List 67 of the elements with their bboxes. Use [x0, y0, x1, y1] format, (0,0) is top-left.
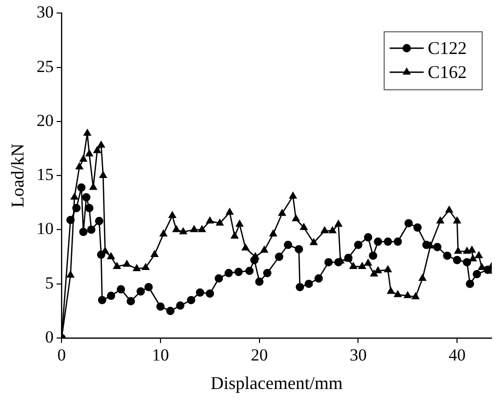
- point: [206, 289, 214, 298]
- point: [304, 280, 313, 288]
- point: [354, 240, 362, 250]
- point: [404, 219, 413, 228]
- y-tick-label: 25: [36, 56, 54, 76]
- point: [466, 280, 474, 288]
- point: [368, 252, 378, 260]
- point: [98, 296, 106, 304]
- point: [263, 268, 272, 278]
- legend-label: C122: [428, 38, 467, 58]
- point: [364, 233, 372, 242]
- y-tick-label: 5: [45, 273, 54, 292]
- point: [87, 226, 96, 234]
- point: [374, 237, 382, 246]
- point: [85, 204, 94, 212]
- point: [136, 287, 145, 296]
- point: [196, 288, 204, 297]
- point: [452, 256, 462, 264]
- legend-label: C162: [428, 62, 467, 82]
- y-tick-label: 0: [45, 327, 54, 346]
- point: [250, 256, 259, 264]
- point: [462, 258, 472, 266]
- point: [443, 252, 452, 260]
- point: [433, 242, 442, 252]
- point: [156, 302, 165, 311]
- y-tick-label: 10: [36, 219, 54, 238]
- point: [72, 204, 81, 212]
- point: [186, 296, 196, 304]
- point: [77, 183, 86, 192]
- y-tick-label: 20: [36, 110, 54, 130]
- point: [79, 228, 88, 236]
- point: [284, 240, 292, 250]
- point: [97, 250, 106, 259]
- x-tick-label: 10: [152, 346, 169, 365]
- point: [106, 292, 116, 300]
- point: [166, 306, 175, 316]
- x-axis-title: Displacement/mm: [210, 372, 343, 393]
- point: [95, 216, 104, 226]
- point: [294, 245, 304, 254]
- point: [224, 268, 233, 278]
- point: [126, 297, 135, 306]
- point: [214, 274, 223, 283]
- y-axis-title: Load/kN: [8, 144, 28, 208]
- x-tick-label: 0: [57, 346, 66, 365]
- point: [324, 258, 333, 266]
- point: [384, 237, 392, 246]
- y-tick-label: 30: [36, 2, 54, 22]
- point: [176, 301, 184, 310]
- point: [116, 285, 126, 294]
- point: [314, 274, 323, 283]
- point: [296, 282, 304, 292]
- point: [255, 278, 264, 286]
- x-tick-label: 20: [250, 346, 268, 365]
- point: [394, 237, 402, 246]
- point: [413, 223, 422, 232]
- point: [245, 266, 254, 276]
- point: [472, 270, 482, 278]
- point: [234, 268, 243, 276]
- point: [144, 282, 153, 292]
- x-tick-label: 30: [350, 346, 367, 365]
- x-tick-label: 40: [448, 346, 466, 365]
- point: [422, 240, 431, 250]
- point: [334, 258, 343, 266]
- point: [66, 216, 75, 224]
- point: [82, 193, 90, 202]
- point: [274, 252, 284, 261]
- y-tick-label: 15: [36, 165, 54, 184]
